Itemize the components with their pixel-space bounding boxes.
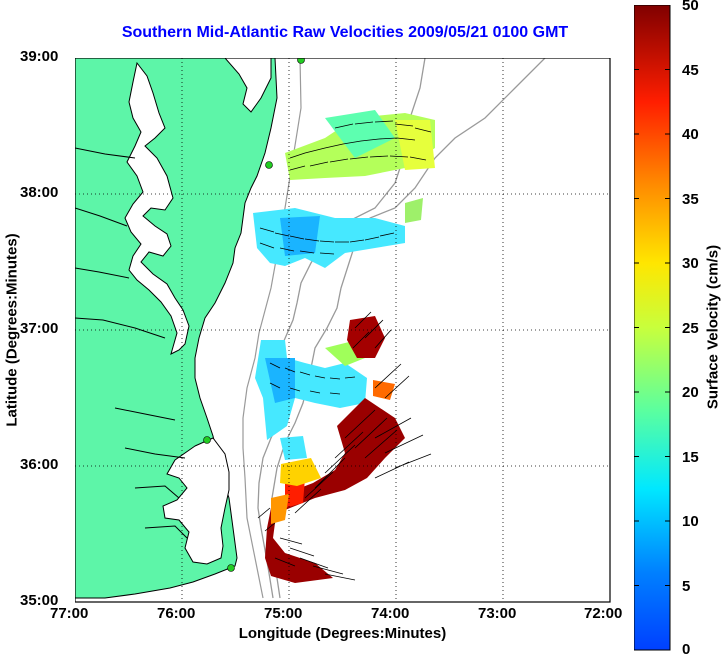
river-inlets — [75, 147, 188, 539]
bathymetry-contour-outer — [270, 58, 546, 599]
colorbar-tick-label: 10 — [682, 513, 699, 530]
y-tick-label: 37:00 — [20, 320, 59, 337]
x-axis-label: Longitude (Degrees:Minutes) — [238, 625, 447, 642]
colorbar-tick-label: 15 — [682, 449, 699, 466]
pamlico-sound — [162, 437, 230, 565]
x-tick-label: 72:00 — [584, 605, 623, 622]
delaware-bay — [224, 58, 272, 113]
velocity-map — [75, 58, 611, 603]
y-tick-label: 36:00 — [20, 456, 59, 473]
grid-lines — [75, 58, 610, 602]
colorbar-tick-label: 5 — [682, 578, 691, 595]
colorbar-gradient — [634, 5, 671, 651]
radar-stations — [203, 58, 305, 572]
y-axis-label: Latitude (Degrees:Minutes) — [3, 233, 21, 427]
x-tick-label: 73:00 — [478, 605, 517, 622]
colorbar — [634, 5, 671, 651]
map-title: Southern Mid-Atlantic Raw Velocities 200… — [121, 24, 569, 41]
map-frame — [75, 58, 611, 603]
colorbar-tick-label: 25 — [682, 320, 699, 337]
colorbar-tick-label: 30 — [682, 255, 699, 272]
x-tick-label: 77:00 — [50, 605, 89, 622]
colorbar-tick-label: 0 — [682, 641, 691, 658]
station-marker — [227, 564, 235, 572]
velocity-arrows — [257, 120, 432, 581]
colorbar-tick-label: 20 — [682, 384, 699, 401]
x-tick-label: 74:00 — [371, 605, 410, 622]
bathymetry-contour — [257, 58, 426, 599]
x-tick-label: 76:00 — [157, 605, 196, 622]
y-tick-label: 38:00 — [20, 184, 59, 201]
y-tick-label: 39:00 — [20, 48, 59, 65]
colorbar-label: Surface Velocity (cm/s) — [704, 244, 722, 410]
station-marker — [203, 436, 211, 444]
x-tick-label: 75:00 — [264, 605, 303, 622]
station-marker — [265, 161, 273, 169]
colorbar-tick-label: 50 — [682, 0, 699, 14]
chesapeake-bay — [124, 61, 190, 355]
colorbar-tick-label: 40 — [682, 126, 699, 143]
colorbar-tick-label: 45 — [682, 62, 699, 79]
colorbar-tick-label: 35 — [682, 191, 699, 208]
station-marker — [297, 58, 305, 64]
y-tick-label: 35:00 — [20, 592, 59, 609]
